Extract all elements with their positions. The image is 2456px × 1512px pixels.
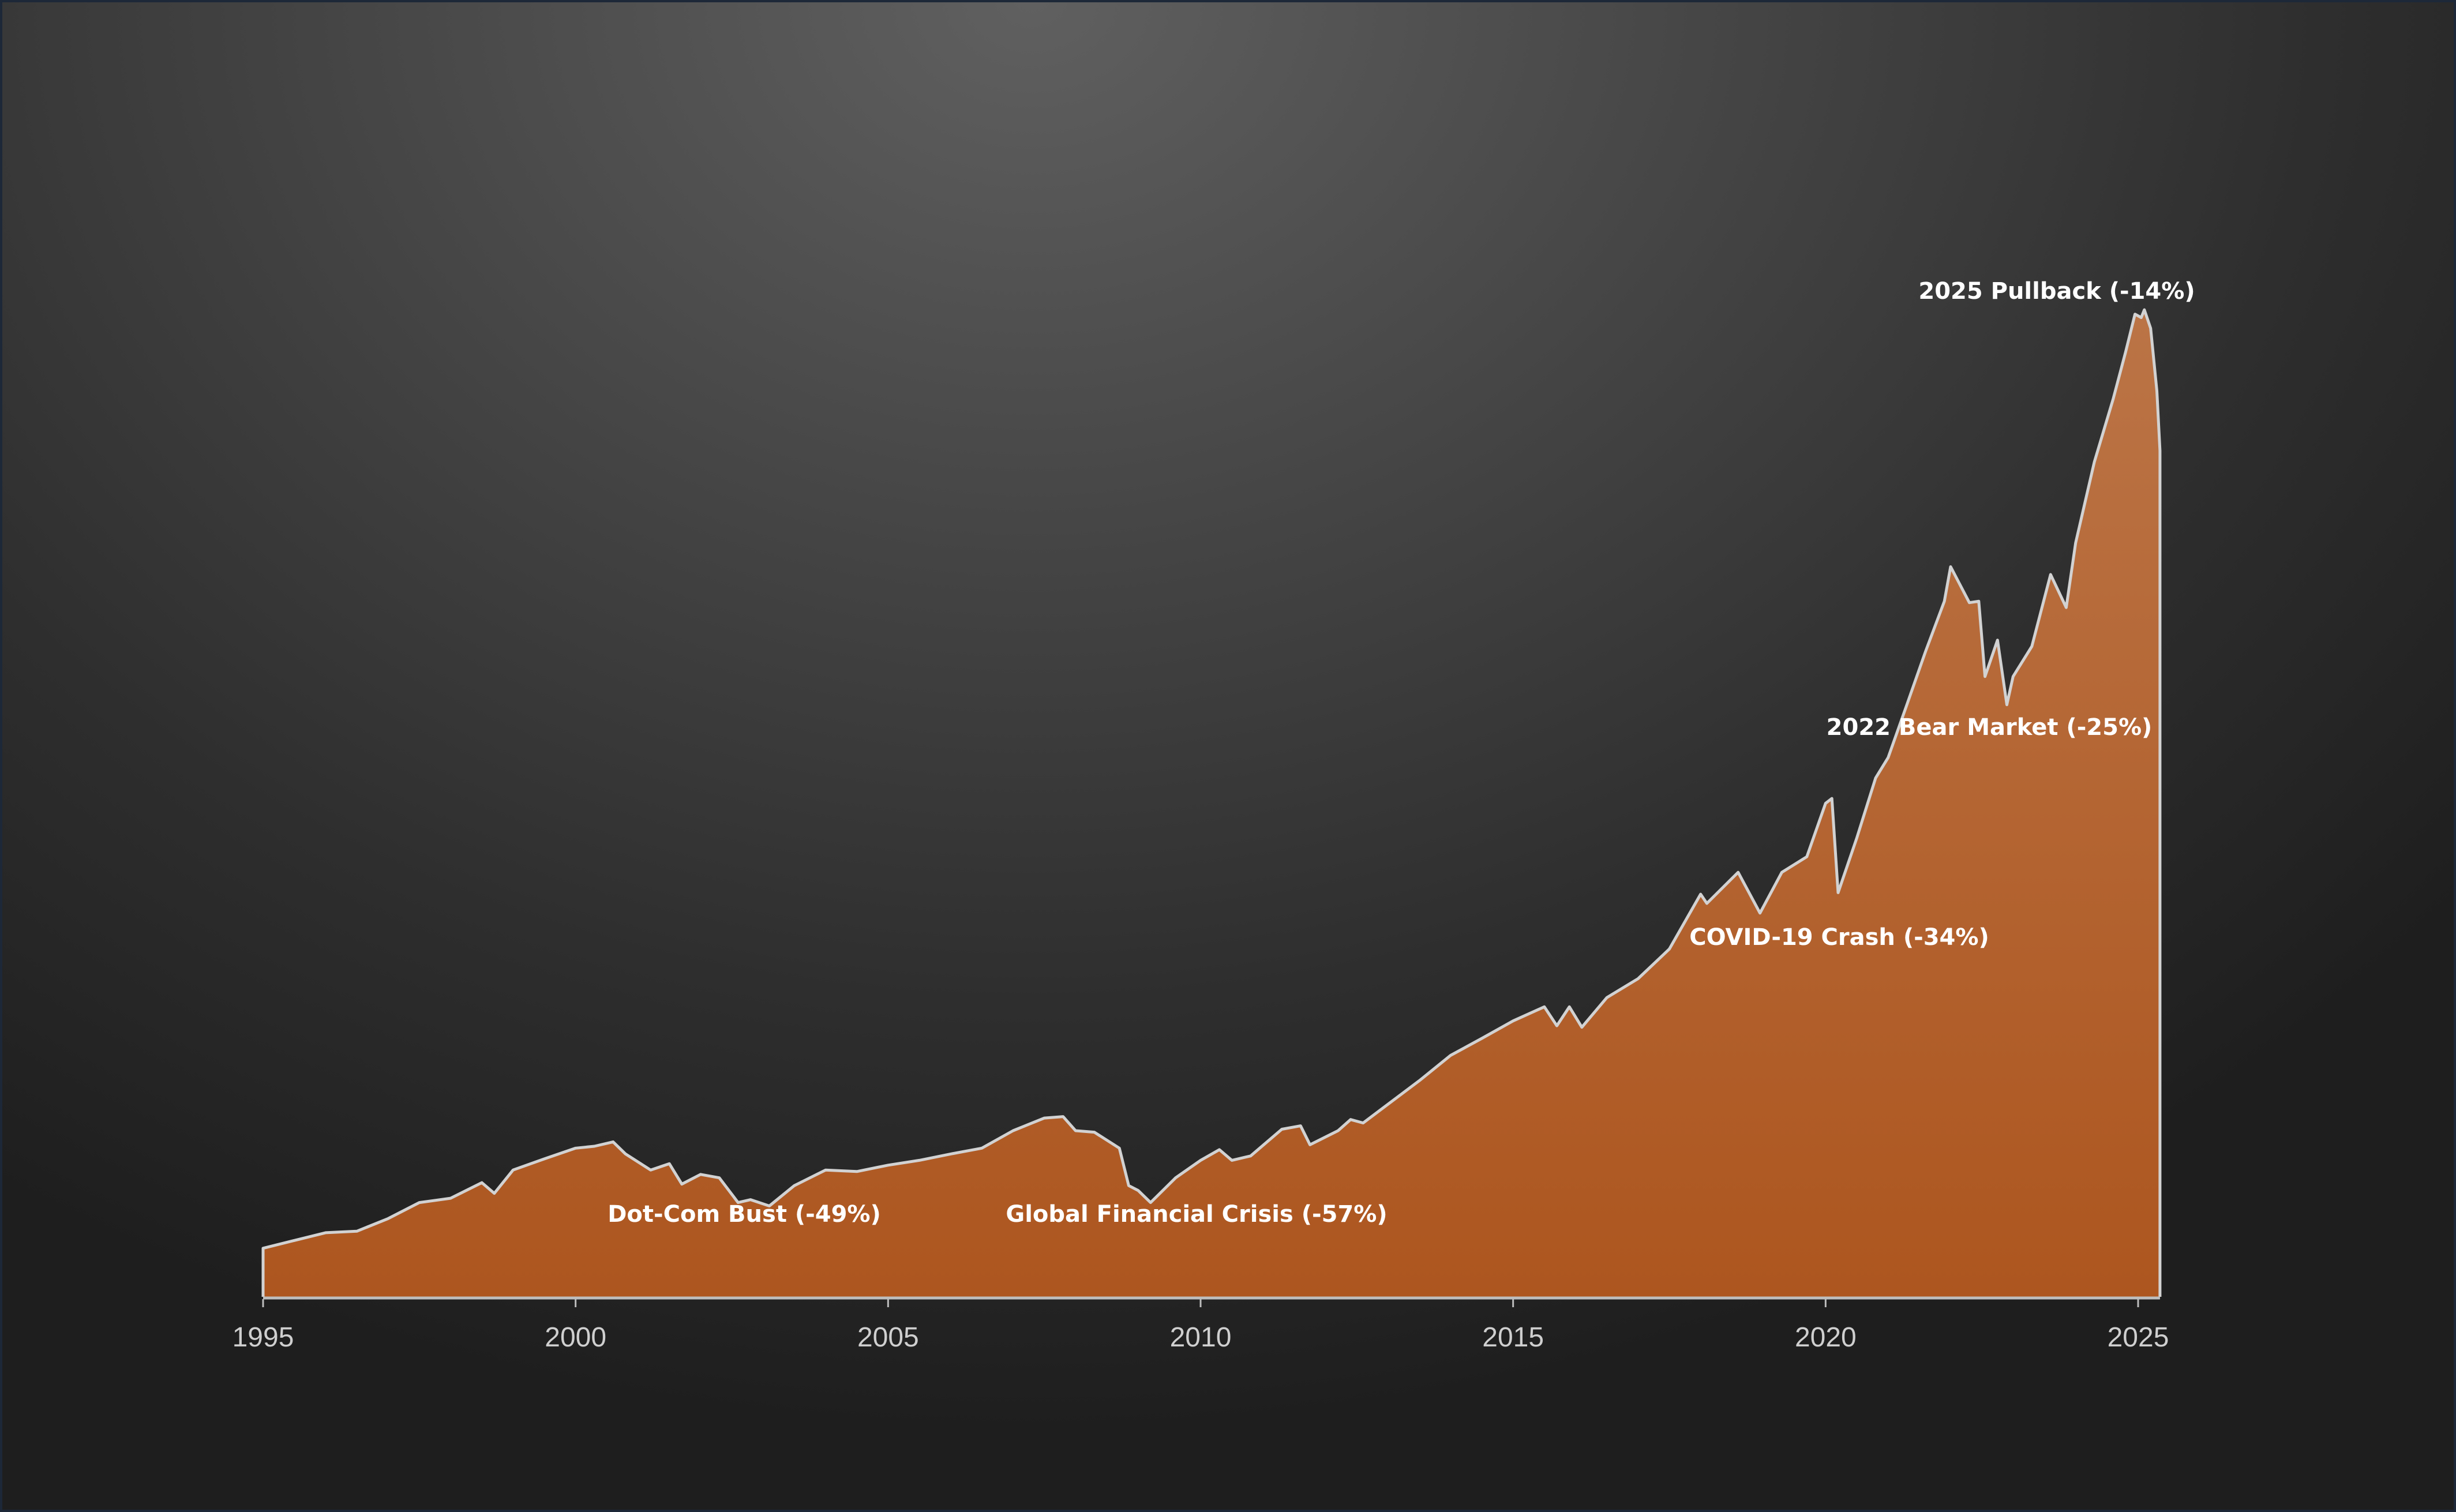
x-tick-label: 2000	[545, 1322, 606, 1353]
series-line	[261, 308, 2162, 1297]
x-tick-label: 2025	[2108, 1322, 2169, 1353]
x-tick-label: 2005	[857, 1322, 919, 1353]
x-tick-label: 2020	[1795, 1322, 1857, 1353]
x-tick-label: 1995	[233, 1322, 294, 1353]
annotations: Dot-Com Bust (-49%) Global Financial Cris…	[608, 278, 2195, 1228]
x-tick-label: 2010	[1170, 1322, 1232, 1353]
area-fill	[263, 310, 2160, 1297]
x-tick-label: 2015	[1482, 1322, 1544, 1353]
annotation-label: 2022 Bear Market (-25%)	[1827, 714, 2153, 741]
annotation-label: Dot-Com Bust (-49%)	[608, 1201, 881, 1228]
annotation-label: COVID-19 Crash (-34%)	[1689, 924, 1989, 951]
x-axis-ticks: 1995 2000 2005 2010 2015 2020 2025	[233, 1299, 2169, 1353]
annotation-label: Global Financial Crisis (-57%)	[1006, 1201, 1387, 1228]
annotation-label: 2025 Pullback (-14%)	[1918, 278, 2195, 305]
